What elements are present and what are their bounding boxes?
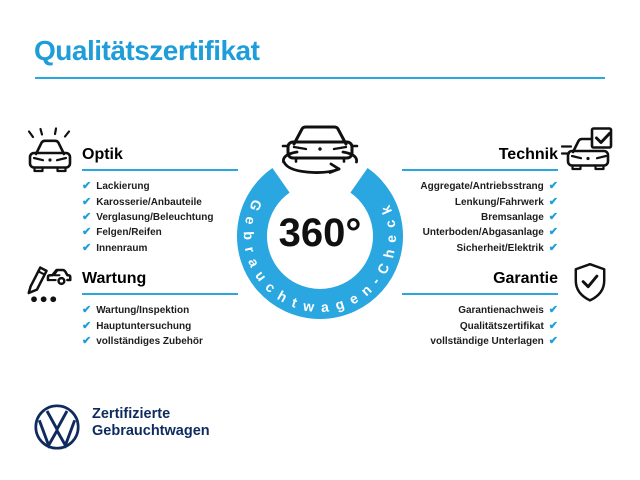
brand-line-2: Gebrauchtwagen: [92, 423, 210, 439]
check-icon: ✔: [82, 195, 92, 208]
item-label: Lackierung: [96, 181, 150, 193]
list-item: ✔ Karosserie/Anbauteile: [82, 194, 238, 209]
item-label: vollständiges Zubehör: [96, 335, 203, 347]
item-label: Felgen/Reifen: [96, 227, 162, 239]
section-title-garantie: Garantie: [493, 270, 558, 287]
360-check-graphic: Gebrauchtwagen-Check: [237, 125, 403, 319]
section-underline: [402, 293, 558, 295]
item-label: Sicherheit/Elektrik: [456, 242, 544, 254]
check-icon: ✔: [82, 334, 92, 347]
item-label: Innenraum: [96, 242, 148, 254]
check-icon: ✔: [82, 241, 92, 254]
car-checkbox-icon: [561, 127, 613, 171]
section-garantie: Garantie Garantienachweis ✔ Qualitätszert…: [402, 270, 558, 349]
list-item: ✔ Lackierung: [82, 179, 238, 194]
shiny-car-icon: [27, 127, 72, 173]
brand-text: Zertifizierte Gebrauchtwagen: [92, 406, 210, 440]
list-item: ✔ Verglasung/Beleuchtung: [82, 210, 238, 225]
car-rotate-icon: [281, 125, 359, 174]
list-item: Bremsanlage ✔: [402, 210, 558, 225]
item-label: Karosserie/Anbauteile: [96, 196, 202, 208]
section-wartung: Wartung ✔ Wartung/Inspektion ✔ Hauptunters…: [82, 270, 238, 349]
shield-check-icon: [574, 262, 606, 302]
list-item: Aggregate/Antriebsstrang ✔: [402, 179, 558, 194]
item-label: Lenkung/Fahrwerk: [454, 196, 544, 208]
item-label: Bremsanlage: [480, 211, 544, 223]
list-item: ✔ Felgen/Reifen: [82, 225, 238, 240]
item-label: vollständige Unterlagen: [430, 335, 544, 347]
check-icon: ✔: [82, 319, 92, 332]
section-items-wartung: ✔ Wartung/Inspektion ✔ Hauptuntersuchung ✔…: [82, 303, 238, 349]
check-icon: ✔: [548, 304, 558, 317]
degree-value: 360°: [278, 211, 362, 255]
item-label: Aggregate/Antriebsstrang: [420, 181, 544, 193]
item-label: Hauptuntersuchung: [96, 320, 192, 332]
item-label: Qualitätszertifikat: [459, 320, 544, 332]
check-icon: ✔: [82, 210, 92, 223]
item-label: Garantienachweis: [458, 305, 544, 317]
page-title: Qualitätszertifikat: [34, 35, 260, 66]
list-item: Unterboden/Abgasanlage ✔: [402, 225, 558, 240]
section-items-technik: Aggregate/Antriebsstrang ✔ Lenkung/Fahrwe…: [402, 179, 558, 256]
list-item: Qualitätszertifikat ✔: [402, 318, 558, 333]
item-label: Wartung/Inspektion: [96, 305, 190, 317]
check-icon: ✔: [82, 226, 92, 239]
section-optik: Optik ✔ Lackierung ✔ Karosserie/Anbauteile…: [82, 146, 238, 256]
ring-arc: [237, 168, 403, 319]
title-divider: [35, 77, 605, 79]
check-icon: ✔: [548, 226, 558, 239]
section-technik: Technik Aggregate/Antriebsstrang ✔ Lenkun…: [402, 146, 558, 256]
section-underline: [402, 169, 558, 171]
check-icon: ✔: [82, 304, 92, 317]
brand-line-1: Zertifizierte: [92, 406, 171, 422]
section-title-technik: Technik: [498, 146, 558, 163]
section-underline: [82, 169, 238, 171]
vw-logo: [34, 404, 80, 450]
check-icon: ✔: [548, 210, 558, 223]
check-icon: ✔: [82, 180, 92, 193]
check-icon: ✔: [548, 319, 558, 332]
item-label: Unterboden/Abgasanlage: [422, 227, 544, 239]
list-item: Garantienachweis ✔: [402, 303, 558, 318]
list-item: ✔ Wartung/Inspektion: [82, 303, 238, 318]
list-item: ✔ vollständiges Zubehör: [82, 334, 238, 349]
section-title-optik: Optik: [82, 146, 123, 163]
section-title-wartung: Wartung: [82, 270, 147, 287]
check-icon: ✔: [548, 334, 558, 347]
check-icon: ✔: [548, 195, 558, 208]
list-item: ✔ Innenraum: [82, 241, 238, 256]
section-underline: [82, 293, 238, 295]
list-item: Lenkung/Fahrwerk ✔: [402, 194, 558, 209]
item-label: Verglasung/Beleuchtung: [96, 211, 214, 223]
list-item: ✔ Hauptuntersuchung: [82, 318, 238, 333]
section-items-garantie: Garantienachweis ✔ Qualitätszertifikat ✔ v…: [402, 303, 558, 349]
list-item: vollständige Unterlagen ✔: [402, 334, 558, 349]
check-icon: ✔: [548, 180, 558, 193]
section-items-optik: ✔ Lackierung ✔ Karosserie/Anbauteile ✔ Verg…: [82, 179, 238, 256]
checklist-car-icon: [27, 266, 72, 303]
list-item: Sicherheit/Elektrik ✔: [402, 241, 558, 256]
check-icon: ✔: [548, 241, 558, 254]
